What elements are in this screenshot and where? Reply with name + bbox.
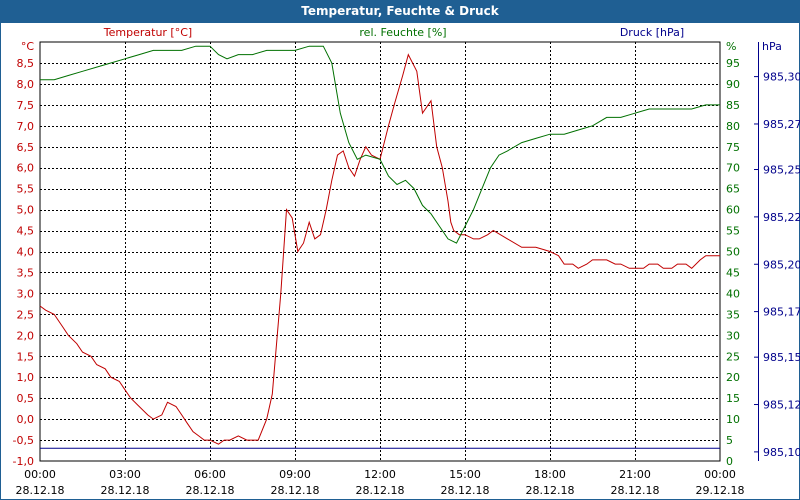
x-tick-date-label: 29.12.18 — [696, 484, 745, 497]
x-tick-date-label: 28.12.18 — [611, 484, 660, 497]
pressure-tick-label: 985,22 — [763, 211, 800, 224]
humidity-tick-label: 10 — [726, 413, 740, 426]
x-tick-time-label: 03:00 — [109, 468, 141, 481]
temperature-tick-label: 1,0 — [17, 371, 35, 384]
x-tick-time-label: 18:00 — [534, 468, 566, 481]
chart-title: Temperatur, Feuchte & Druck — [301, 4, 499, 18]
temperature-tick-label: 2,5 — [17, 308, 35, 321]
x-tick-time-label: 06:00 — [194, 468, 226, 481]
humidity-tick-label: 15 — [726, 392, 740, 405]
humidity-tick-label: 95 — [726, 57, 740, 70]
humidity-tick-label: 85 — [726, 99, 740, 112]
humidity-tick-label: 55 — [726, 225, 740, 238]
humidity-tick-label: 45 — [726, 266, 740, 279]
temperature-tick-label: 8,0 — [17, 78, 35, 91]
temperature-tick-label: 3,5 — [17, 266, 35, 279]
x-tick-time-label: 00:00 — [704, 468, 736, 481]
temperature-tick-label: 5,5 — [17, 183, 35, 196]
title-bar — [0, 0, 800, 22]
humidity-axis-title: rel. Feuchte [%] — [359, 26, 446, 39]
humidity-tick-label: 70 — [726, 162, 740, 175]
humidity-tick-label: 20 — [726, 371, 740, 384]
pressure-tick-label: 985,30 — [763, 71, 800, 84]
temperature-tick-label: 0,0 — [17, 413, 35, 426]
pressure-tick-label: 985,25 — [763, 164, 800, 177]
x-tick-time-label: 00:00 — [24, 468, 56, 481]
x-tick-date-label: 28.12.18 — [441, 484, 490, 497]
humidity-unit-label: % — [726, 40, 736, 53]
temperature-tick-label: 8,5 — [17, 57, 35, 70]
humidity-tick-label: 25 — [726, 350, 740, 363]
humidity-tick-label: 80 — [726, 120, 740, 133]
temperature-tick-label: 4,5 — [17, 225, 35, 238]
temperature-tick-label: 4,0 — [17, 246, 35, 259]
x-tick-date-label: 28.12.18 — [16, 484, 65, 497]
x-tick-date-label: 28.12.18 — [356, 484, 405, 497]
temperature-axis-title: Temperatur [°C] — [103, 26, 192, 39]
pressure-unit-label: hPa — [762, 40, 782, 53]
x-tick-date-label: 28.12.18 — [101, 484, 150, 497]
temperature-tick-label: 6,5 — [17, 141, 35, 154]
humidity-tick-label: 40 — [726, 287, 740, 300]
temperature-tick-label: 7,5 — [17, 99, 35, 112]
humidity-tick-label: 5 — [726, 434, 733, 447]
x-tick-time-label: 15:00 — [449, 468, 481, 481]
pressure-tick-label: 985,12 — [763, 399, 800, 412]
humidity-tick-label: 60 — [726, 204, 740, 217]
pressure-tick-label: 985,17 — [763, 306, 800, 319]
humidity-tick-label: 90 — [726, 78, 740, 91]
humidity-tick-label: 30 — [726, 329, 740, 342]
humidity-tick-label: 65 — [726, 183, 740, 196]
temperature-tick-label: 7,0 — [17, 120, 35, 133]
temperature-tick-label: 5,0 — [17, 204, 35, 217]
humidity-tick-label: 35 — [726, 308, 740, 321]
pressure-tick-label: 985,15 — [763, 351, 800, 364]
humidity-line — [40, 45, 720, 244]
x-tick-time-label: 12:00 — [364, 468, 396, 481]
x-tick-time-label: 09:00 — [279, 468, 311, 481]
humidity-tick-label: 0 — [726, 455, 733, 468]
x-tick-date-label: 28.12.18 — [526, 484, 575, 497]
temperature-tick-label: 6,0 — [17, 162, 35, 175]
humidity-tick-label: 75 — [726, 141, 740, 154]
pressure-axis-title: Druck [hPa] — [620, 26, 684, 39]
temperature-tick-label: 2,0 — [17, 329, 35, 342]
pressure-tick-label: 985,20 — [763, 258, 800, 271]
x-tick-date-label: 28.12.18 — [271, 484, 320, 497]
x-tick-time-label: 21:00 — [619, 468, 651, 481]
temperature-tick-label: -0,5 — [13, 434, 34, 447]
frame-border — [0, 22, 800, 500]
pressure-tick-label: 985,10 — [763, 446, 800, 459]
temperature-tick-label: 1,5 — [17, 350, 35, 363]
humidity-tick-label: 50 — [726, 246, 740, 259]
temperature-unit-label: °C — [21, 40, 35, 53]
x-tick-date-label: 28.12.18 — [186, 484, 235, 497]
temperature-tick-label: 3,0 — [17, 287, 35, 300]
temperature-line — [39, 53, 720, 445]
temperature-tick-label: 0,5 — [17, 392, 35, 405]
pressure-tick-label: 985,27 — [763, 118, 800, 131]
temperature-tick-label: -1,0 — [13, 455, 34, 468]
